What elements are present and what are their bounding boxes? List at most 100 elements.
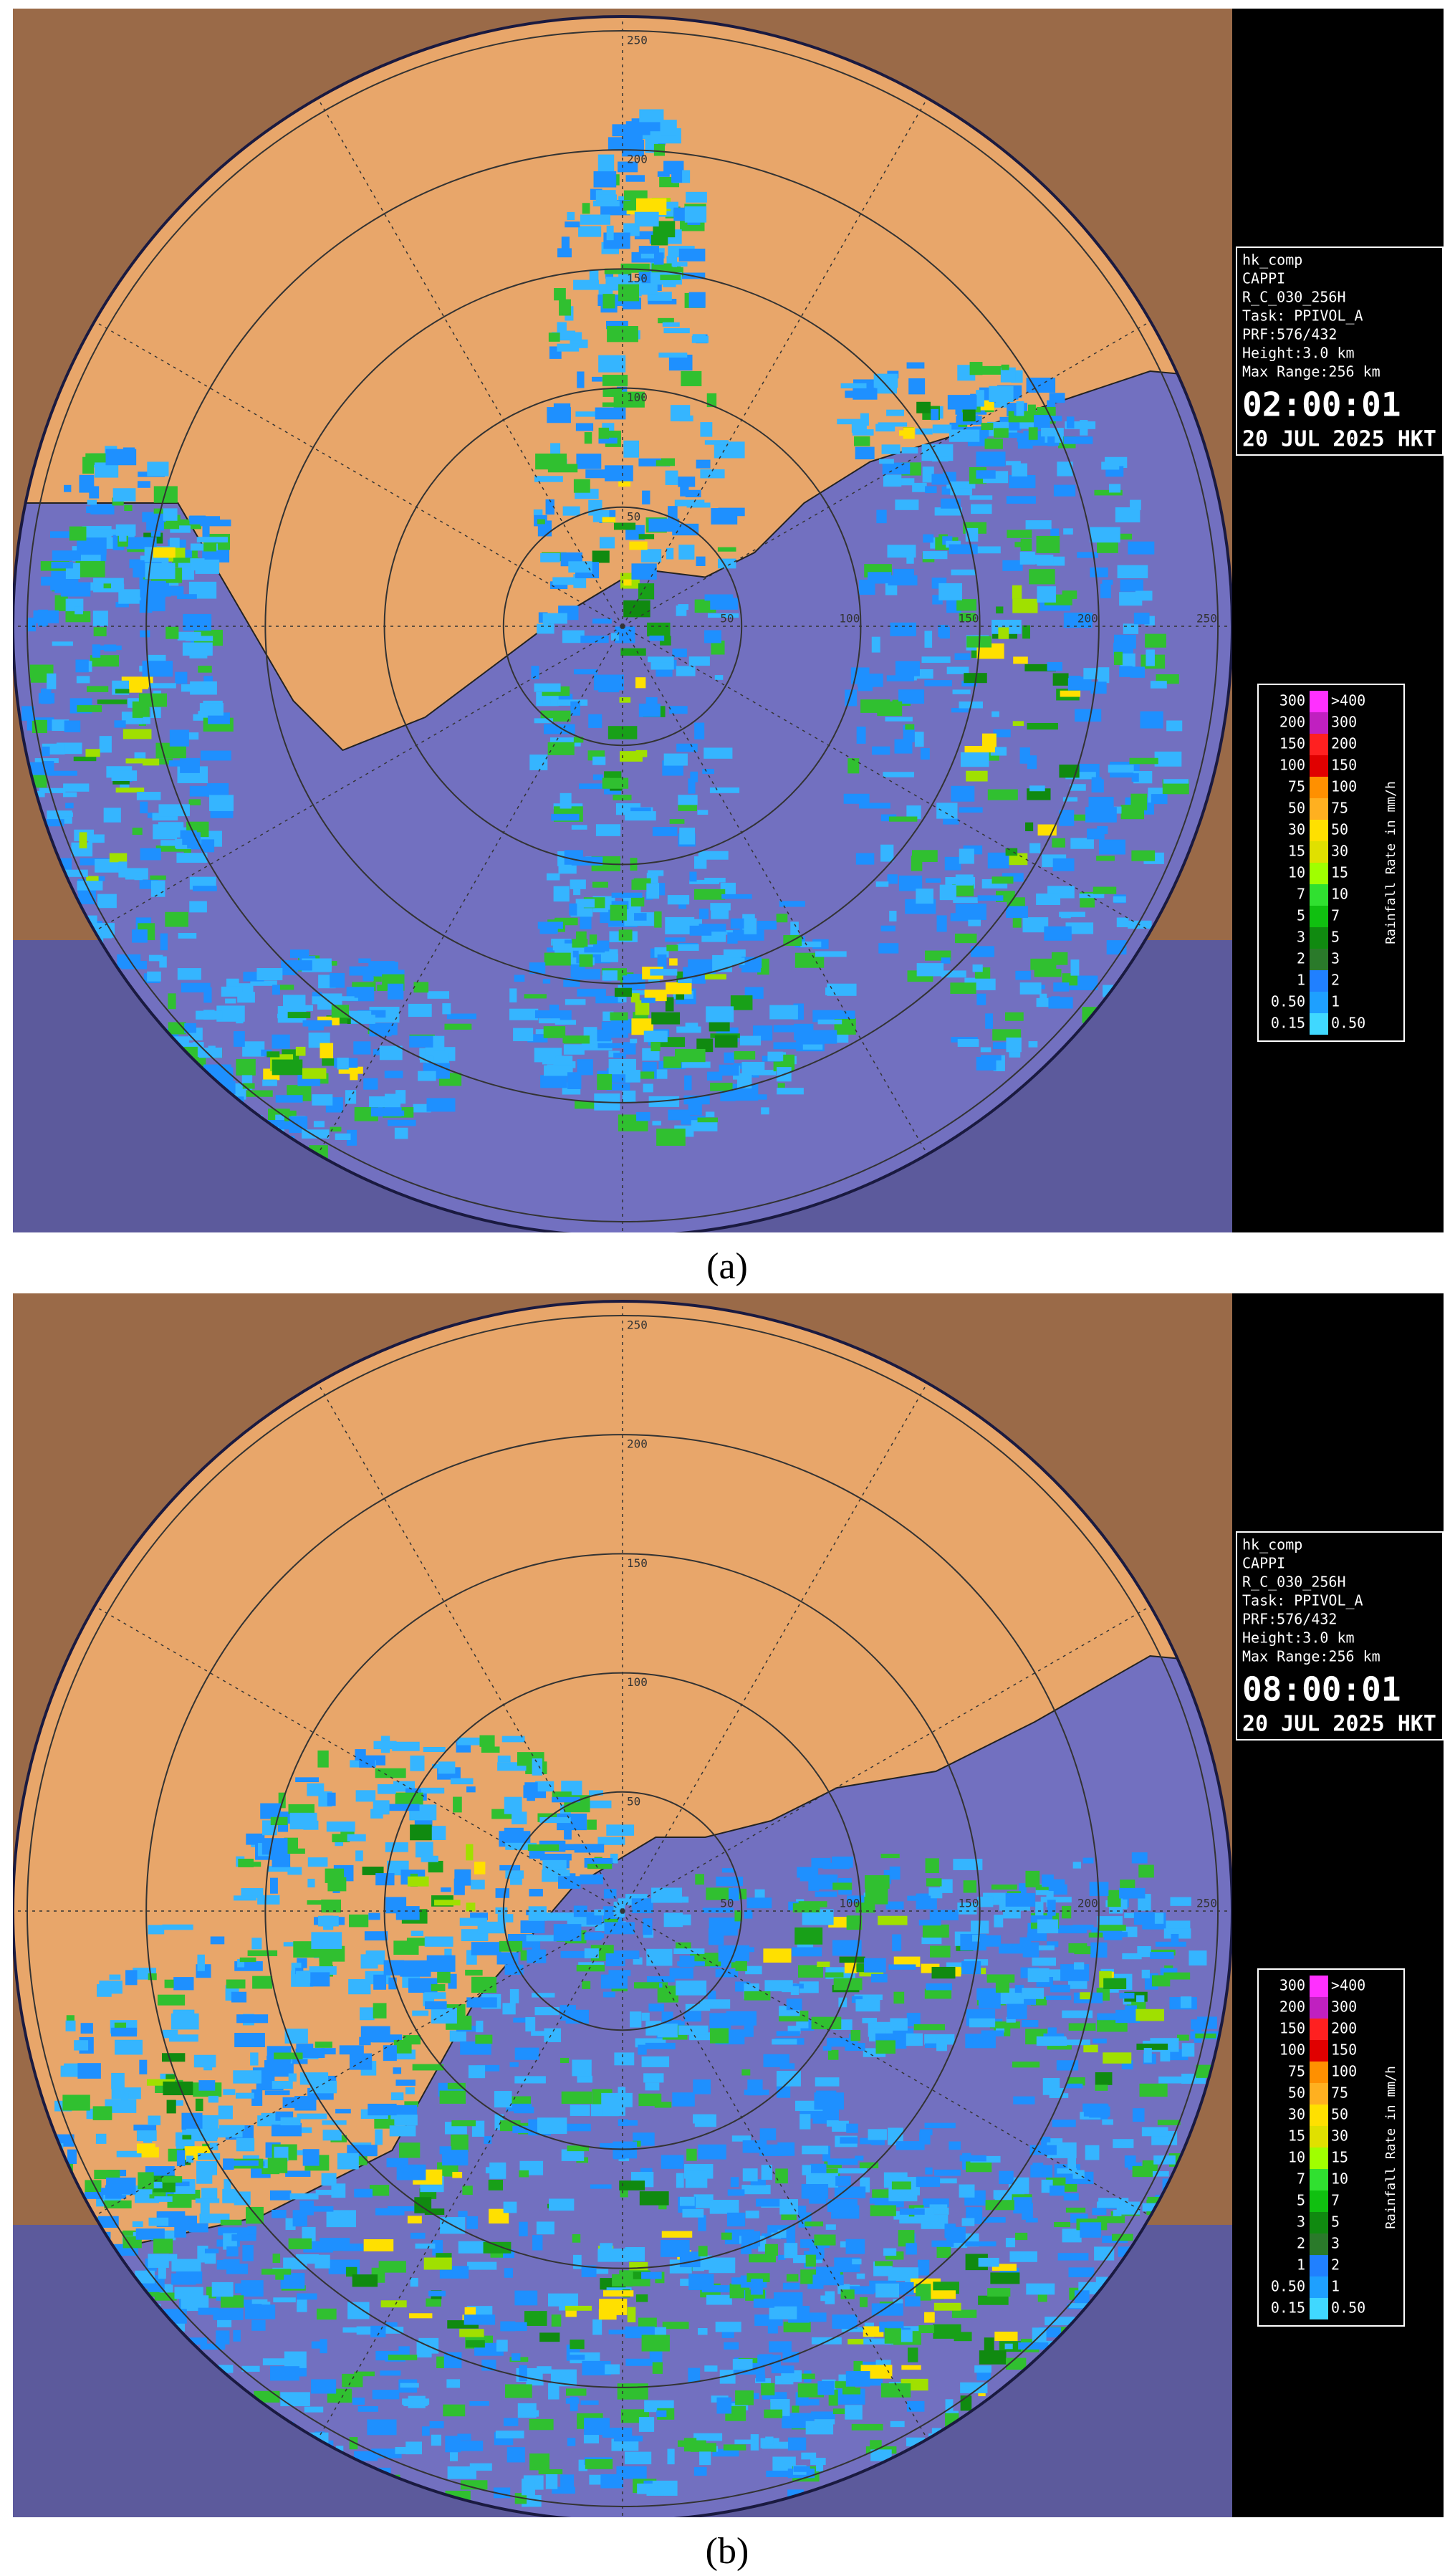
rain-echo	[642, 1048, 660, 1061]
rain-echo	[295, 1968, 304, 1975]
legend-high: >400	[1331, 692, 1365, 709]
rain-echo	[926, 878, 941, 883]
legend-low: 100	[1279, 2041, 1305, 2059]
rain-echo	[92, 2106, 112, 2120]
rain-echo	[977, 895, 1004, 901]
rain-echo	[1065, 772, 1096, 780]
rain-echo	[250, 2052, 259, 2066]
rain-echo	[1191, 2019, 1204, 2030]
rain-echo	[627, 2307, 636, 2322]
rain-echo	[504, 1796, 522, 1814]
rain-echo	[700, 469, 725, 479]
rain-echo	[281, 960, 312, 971]
rain-echo	[1098, 1925, 1126, 1931]
rain-echo	[292, 2210, 307, 2227]
info-line: Task: PPIVOL_A	[1242, 1592, 1363, 1609]
rain-echo	[749, 2254, 776, 2263]
rain-echo	[690, 771, 698, 782]
rain-echo	[759, 2128, 777, 2141]
rain-echo	[1052, 858, 1075, 871]
rain-echo	[527, 1949, 547, 1963]
rain-echo	[798, 1965, 823, 1978]
rain-echo	[373, 1800, 390, 1815]
rain-echo	[773, 1042, 801, 1050]
rain-echo	[869, 2198, 890, 2204]
rain-echo	[825, 2224, 836, 2230]
rain-echo	[875, 881, 889, 887]
rain-echo	[859, 2162, 879, 2169]
rain-echo	[132, 2221, 143, 2227]
rain-echo	[854, 1994, 883, 2001]
rain-echo	[889, 816, 918, 822]
rain-echo	[917, 2533, 930, 2542]
rain-echo	[840, 383, 867, 388]
rain-echo	[925, 486, 937, 494]
rain-echo	[41, 576, 59, 586]
rain-echo	[676, 1980, 707, 1996]
rain-echo	[588, 714, 602, 728]
rain-echo	[1131, 773, 1139, 782]
rain-echo	[1020, 1945, 1043, 1951]
rain-echo	[976, 1988, 1000, 2001]
rain-echo	[972, 964, 983, 972]
rain-echo	[792, 2405, 799, 2413]
rain-echo	[613, 1901, 625, 1917]
rain-echo	[167, 2193, 192, 2208]
rain-echo	[967, 2532, 992, 2544]
rain-echo	[308, 1024, 325, 1031]
rain-echo	[79, 832, 87, 848]
rain-echo	[537, 2117, 567, 2135]
rain-echo	[567, 2145, 589, 2152]
rain-echo	[360, 2026, 390, 2043]
rain-echo	[886, 409, 904, 416]
rain-echo	[893, 568, 914, 580]
rain-echo	[1141, 1969, 1150, 1978]
rain-echo	[196, 1010, 223, 1020]
rain-echo	[77, 2063, 101, 2079]
rain-echo	[723, 2444, 746, 2451]
rain-echo	[669, 706, 688, 714]
legend-swatch	[1310, 2126, 1328, 2148]
rain-echo	[159, 956, 167, 968]
rain-echo	[304, 2406, 324, 2413]
rain-echo	[1146, 649, 1155, 666]
rain-echo	[830, 1010, 855, 1019]
rain-echo	[1074, 1962, 1085, 1970]
rain-echo	[1177, 2034, 1189, 2041]
rain-echo	[665, 937, 686, 942]
legend-high: 300	[1331, 1998, 1357, 2016]
rain-echo	[863, 1958, 886, 1973]
rain-echo	[466, 1902, 476, 1912]
rain-echo	[371, 2448, 402, 2458]
rain-echo	[602, 2428, 633, 2438]
rain-echo	[686, 191, 707, 203]
rain-echo	[358, 958, 371, 963]
rain-echo	[605, 465, 633, 482]
rain-echo	[832, 2408, 850, 2415]
rain-echo	[447, 2466, 476, 2479]
rain-echo	[925, 2043, 946, 2048]
rain-echo	[648, 2003, 664, 2012]
rain-echo	[552, 1796, 580, 1803]
rain-echo	[233, 2330, 241, 2342]
rain-echo	[1163, 1928, 1191, 1939]
rain-echo	[744, 918, 757, 934]
rain-echo	[625, 990, 645, 995]
rain-echo	[77, 881, 103, 891]
rain-echo	[1062, 797, 1078, 802]
rain-echo	[529, 755, 548, 770]
rain-echo	[654, 252, 664, 265]
rain-echo	[638, 2044, 647, 2055]
rain-echo	[676, 743, 698, 752]
rain-echo	[140, 580, 166, 598]
rain-echo	[1015, 2232, 1028, 2241]
rain-echo	[165, 911, 188, 927]
rain-echo	[231, 2234, 256, 2241]
ring-label: 250	[627, 1318, 648, 1331]
rain-echo	[945, 2399, 954, 2415]
rain-echo	[662, 322, 680, 327]
rain-echo	[63, 869, 88, 877]
rain-echo	[1018, 2342, 1049, 2350]
rain-echo	[330, 972, 345, 988]
rain-echo	[1063, 612, 1093, 628]
